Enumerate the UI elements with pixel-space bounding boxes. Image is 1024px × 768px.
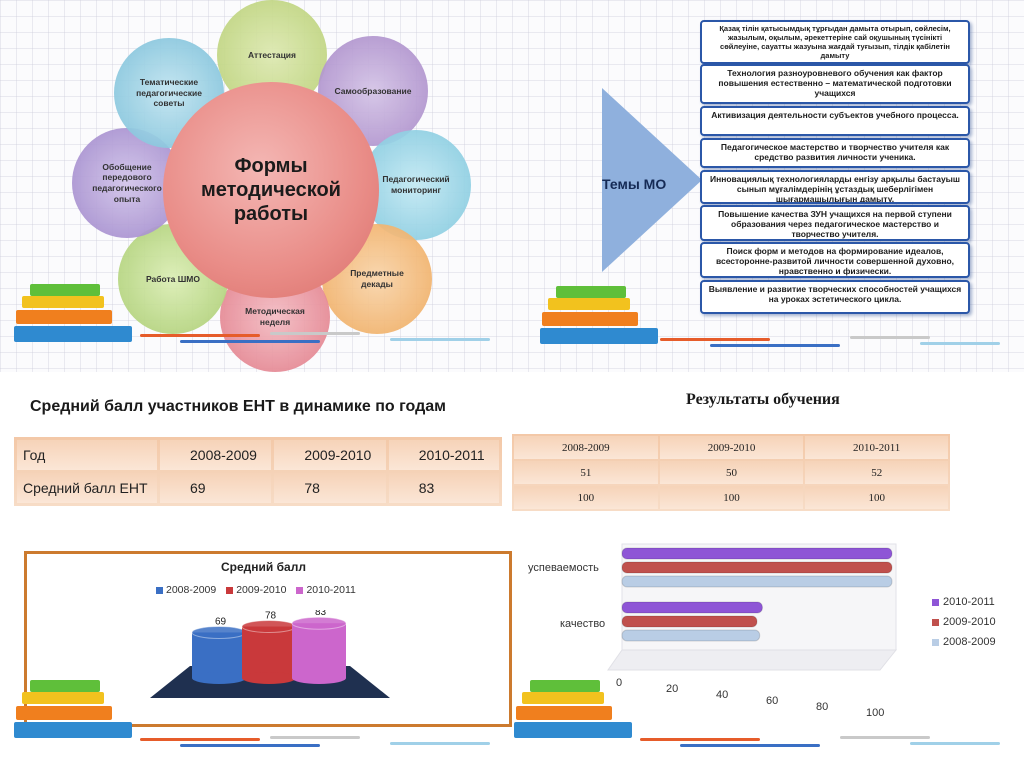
table-row: 51 50 52 bbox=[514, 461, 948, 484]
data-label: 69 bbox=[215, 616, 227, 627]
books-illustration bbox=[14, 284, 134, 344]
category-label: успеваемость bbox=[528, 562, 599, 574]
legend-label: 2009-2010 bbox=[943, 616, 996, 628]
cylinder-bar bbox=[242, 626, 296, 678]
results-title: Результаты обучения bbox=[686, 391, 840, 408]
pencils-illustration bbox=[140, 734, 500, 756]
table-row: Год 2008-2009 2009-2010 2010-2011 bbox=[17, 440, 499, 470]
table-cell: 78 bbox=[274, 473, 386, 503]
ent-title: Средний балл участников ЕНТ в динамике п… bbox=[30, 398, 446, 415]
topic-item: Поиск форм и методов на формирование иде… bbox=[700, 242, 970, 278]
legend-label: 2010-2011 bbox=[943, 596, 995, 608]
table-cell: 2009-2010 bbox=[274, 440, 386, 470]
petal-thematic-councils: Тематические педагогические советы bbox=[114, 38, 224, 148]
table-cell: 100 bbox=[659, 486, 804, 509]
cylinder-base bbox=[242, 672, 296, 684]
legend-item: 2008-2009 bbox=[932, 636, 996, 648]
legend-item: 2009-2010 bbox=[226, 584, 286, 596]
topic-item: Активизация деятельности субъектов учебн… bbox=[700, 106, 970, 136]
cylinder-top bbox=[191, 625, 247, 639]
pencils-illustration bbox=[640, 734, 1010, 756]
table-cell: 100 bbox=[805, 486, 948, 509]
topic-item: Повышение качества ЗУН учащихся на перво… bbox=[700, 205, 970, 241]
legend-label: 2008-2009 bbox=[943, 636, 996, 648]
bar bbox=[621, 629, 761, 642]
topic-item: Қазақ тілін қатысымдық тұрғыдан дамыта о… bbox=[700, 20, 970, 64]
table-cell: 50 bbox=[659, 461, 804, 484]
bar bbox=[621, 561, 893, 574]
legend-label: 2010-2011 bbox=[306, 584, 356, 596]
pencils-illustration bbox=[660, 334, 1010, 356]
cylinder-top bbox=[291, 616, 347, 630]
legend-label: 2008-2009 bbox=[166, 584, 217, 596]
books-illustration bbox=[540, 286, 660, 346]
category-label: качество bbox=[560, 618, 606, 630]
table-cell: 83 bbox=[388, 473, 499, 503]
chart-floor bbox=[607, 649, 898, 671]
topic-item: Выявление и развитие творческих способно… bbox=[700, 280, 970, 314]
table-cell: 100 bbox=[514, 486, 658, 509]
bar bbox=[621, 575, 893, 588]
topic-item: Технология разноуровневого обучения как … bbox=[700, 64, 970, 104]
topics-label: Темы МО bbox=[602, 176, 667, 192]
topic-item: Инновациялық технологияларды енгізу арқы… bbox=[700, 170, 970, 204]
bar bbox=[621, 615, 758, 628]
bar bbox=[621, 547, 893, 560]
topic-item: Педагогическое мастерство и творчество у… bbox=[700, 138, 970, 168]
horizontal-bar-chart: 0 20 40 60 80 100 bbox=[607, 543, 898, 719]
tick-label: 20 bbox=[666, 683, 678, 695]
table-cell: 69 bbox=[160, 473, 272, 503]
data-label: 78 bbox=[265, 611, 277, 622]
table-row: 2008-2009 2009-2010 2010-2011 bbox=[514, 436, 948, 459]
bar bbox=[621, 601, 763, 614]
results-table: 2008-2009 2009-2010 2010-2011 51 50 52 1… bbox=[512, 434, 950, 511]
table-cell: Средний балл ЕНТ bbox=[17, 473, 157, 503]
topics-arrow-shape bbox=[602, 88, 702, 272]
table-cell: 52 bbox=[805, 461, 948, 484]
cylinder-base bbox=[192, 672, 246, 684]
methodical-forms-center: Формы методической работы bbox=[163, 82, 379, 298]
table-cell: 2009-2010 bbox=[659, 436, 804, 459]
cylinder-bar bbox=[192, 632, 246, 678]
tick-label: 80 bbox=[816, 701, 828, 713]
chart-legend: 2008-2009 2009-2010 2010-2011 bbox=[156, 584, 356, 596]
pencils-illustration bbox=[140, 330, 500, 352]
cylinder-top bbox=[241, 620, 297, 634]
tick-label: 40 bbox=[716, 689, 728, 701]
table-cell: 2010-2011 bbox=[805, 436, 948, 459]
cylinder-bar bbox=[292, 623, 346, 678]
table-cell: Год bbox=[17, 440, 157, 470]
table-cell: 2008-2009 bbox=[514, 436, 658, 459]
books-illustration bbox=[514, 680, 634, 740]
legend-item: 2010-2011 bbox=[932, 596, 995, 608]
tick-label: 100 bbox=[866, 707, 884, 719]
table-row: 100 100 100 bbox=[514, 486, 948, 509]
books-illustration bbox=[14, 680, 134, 740]
petal-pedagogical-monitoring: Педагогический мониторинг bbox=[361, 130, 471, 240]
tick-label: 0 bbox=[616, 677, 622, 689]
cylinder-base bbox=[292, 672, 346, 684]
table-cell: 51 bbox=[514, 461, 658, 484]
ent-chart-frame bbox=[24, 551, 512, 727]
legend-label: 2009-2010 bbox=[236, 584, 287, 596]
cylinder-bar-chart: 69 78 83 bbox=[150, 610, 390, 698]
legend-item: 2009-2010 bbox=[932, 616, 996, 628]
tick-label: 60 bbox=[766, 695, 778, 707]
chart-title: Средний балл bbox=[221, 560, 306, 574]
table-row: Средний балл ЕНТ 69 78 83 bbox=[17, 473, 499, 503]
data-label: 83 bbox=[315, 610, 327, 618]
table-cell: 2008-2009 bbox=[160, 440, 272, 470]
legend-item: 2010-2011 bbox=[296, 584, 356, 596]
ent-table: Год 2008-2009 2009-2010 2010-2011 Средни… bbox=[14, 437, 502, 506]
legend-item: 2008-2009 bbox=[156, 584, 216, 596]
table-cell: 2010-2011 bbox=[388, 440, 499, 470]
